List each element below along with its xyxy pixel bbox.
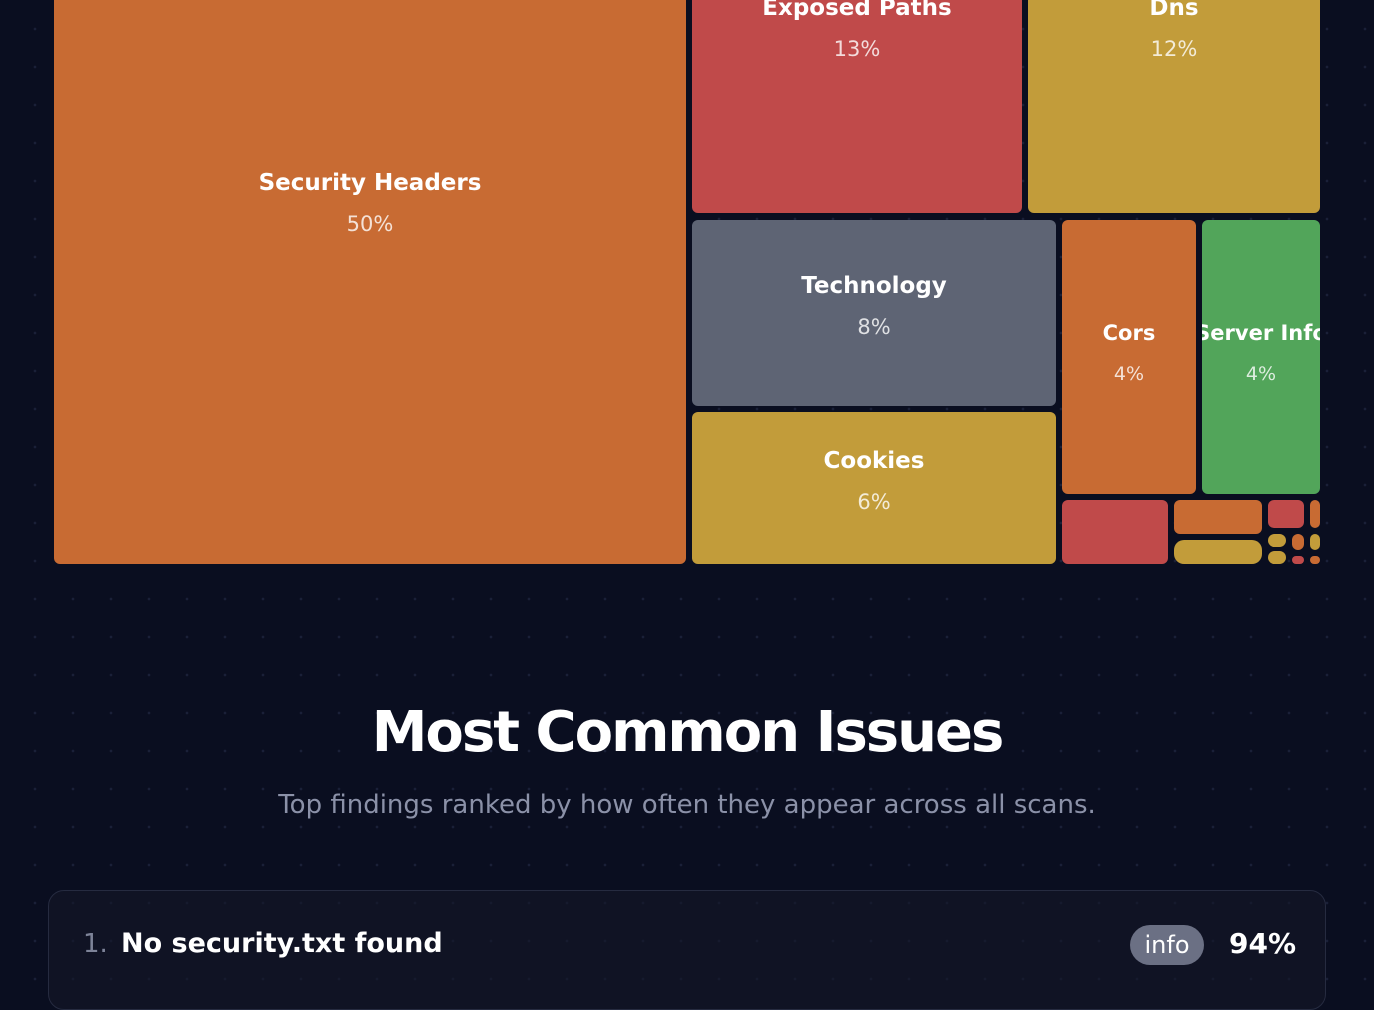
tile-percent: 50%	[346, 212, 394, 236]
tile-cors[interactable]: Cors 4%	[1062, 220, 1196, 494]
tile-cookies[interactable]: Cookies 6%	[692, 412, 1056, 564]
tile-small[interactable]	[1174, 500, 1262, 534]
tile-label: Server Info	[1202, 321, 1320, 345]
tile-percent: 4%	[1245, 363, 1277, 385]
tile-percent: 8%	[857, 315, 891, 339]
tile-exposed-paths[interactable]: Exposed Paths 13%	[692, 0, 1022, 213]
tile-small[interactable]	[1310, 534, 1320, 550]
issue-title: No security.txt found	[121, 928, 443, 959]
tile-percent: 12%	[1150, 37, 1198, 61]
tile-security-headers[interactable]: Security Headers 50%	[54, 0, 686, 564]
issue-percent: 94%	[1229, 927, 1297, 960]
tile-small[interactable]	[1292, 556, 1304, 564]
tile-label: Exposed Paths	[762, 0, 952, 21]
tile-small[interactable]	[1268, 534, 1286, 547]
tile-small[interactable]	[1310, 500, 1320, 528]
tile-small[interactable]	[1268, 551, 1286, 564]
tile-percent: 6%	[857, 490, 891, 514]
tile-percent: 4%	[1113, 363, 1145, 385]
issue-rank: 1.	[83, 929, 108, 959]
tile-small[interactable]	[1310, 556, 1320, 564]
tile-small[interactable]	[1292, 534, 1304, 550]
tile-small[interactable]	[1174, 540, 1262, 564]
tile-label: Cookies	[823, 448, 925, 474]
tile-small[interactable]	[1268, 500, 1304, 528]
section-subtitle: Top findings ranked by how often they ap…	[278, 790, 1096, 820]
tile-label: Technology	[801, 273, 947, 299]
tile-server-info[interactable]: Server Info 4%	[1202, 220, 1320, 494]
tile-small[interactable]	[1062, 500, 1168, 564]
tile-dns[interactable]: Dns 12%	[1028, 0, 1320, 213]
tile-percent: 13%	[833, 37, 881, 61]
tile-label: Dns	[1149, 0, 1199, 21]
issue-row[interactable]: 1. No security.txt found info 94%	[48, 890, 1326, 1010]
tile-technology[interactable]: Technology 8%	[692, 220, 1056, 406]
severity-badge: info	[1130, 925, 1204, 965]
tile-label: Cors	[1102, 321, 1156, 345]
section-title: Most Common Issues	[371, 700, 1005, 765]
tile-label: Security Headers	[258, 170, 482, 196]
